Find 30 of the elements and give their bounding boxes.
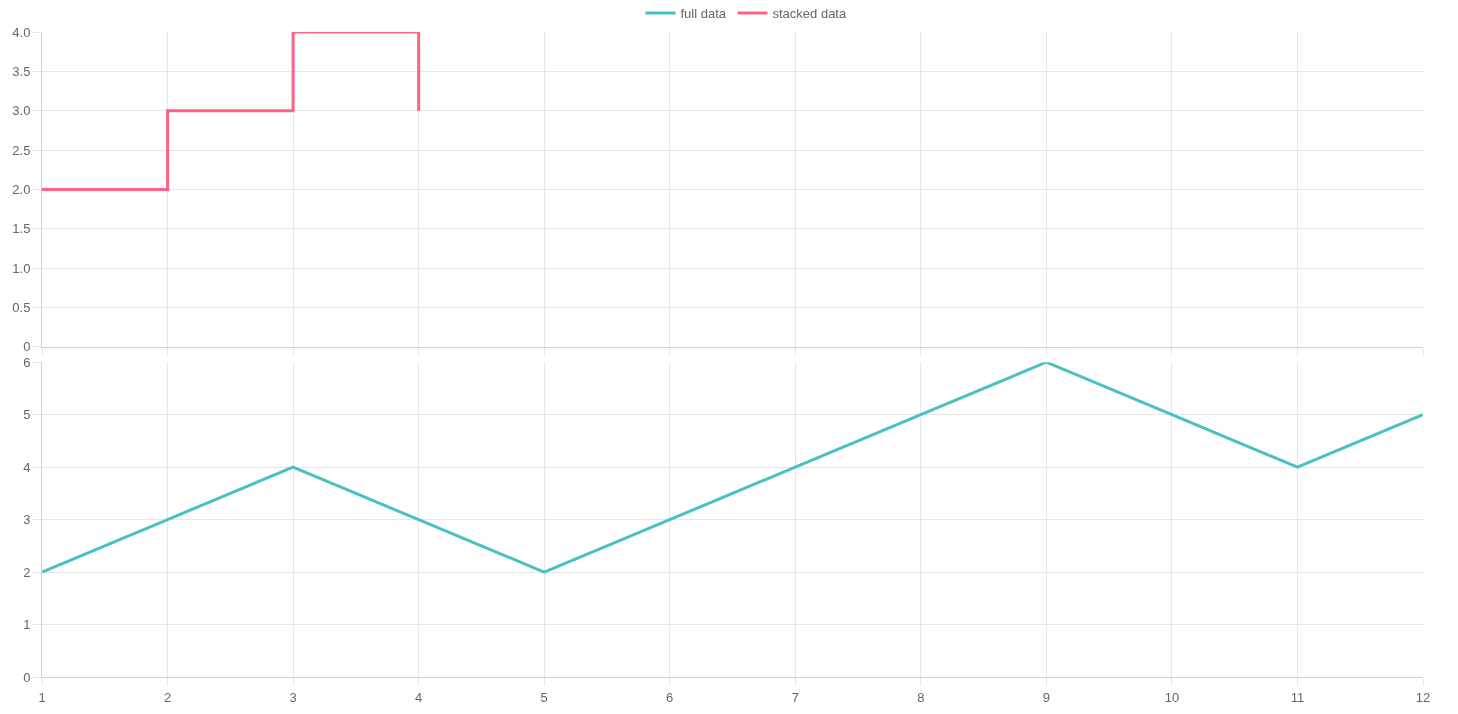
x-tick-label: 12 [1415,689,1431,705]
y-tick-label: 4.0 [12,24,31,40]
x-tick-label: 11 [1290,689,1305,705]
y-tick-label: 2 [23,564,31,580]
x-tick-label: 5 [540,689,548,705]
y-tick-label: 2.0 [12,181,31,197]
x-tick-label: 4 [415,689,423,705]
x-tick-label: 2 [163,689,172,705]
y-tick-label: 1 [23,617,31,633]
y-tick-label: 2.5 [12,142,31,158]
y-tick-label: 1.5 [12,221,31,237]
y-tick-label: 6 [23,354,31,370]
y-tick-label: 0.5 [12,299,31,315]
y-tick-label: 5 [23,407,31,423]
x-tick-label: 7 [791,689,799,705]
y-tick-label: 3.0 [12,103,31,119]
x-tick-label: 9 [1042,689,1050,705]
x-tick-label: 10 [1164,689,1180,705]
legend-label: full data [680,6,727,22]
y-tick-label: 0 [23,339,31,355]
x-tick-label: 6 [666,689,674,705]
y-tick-label: 0 [23,669,31,685]
x-tick-label: 3 [289,689,297,705]
y-tick-label: 4 [23,459,31,475]
legend-label: stacked data [772,6,847,22]
x-tick-label: 1 [38,689,46,705]
y-tick-label: 3.5 [12,63,31,79]
y-tick-label: 1.0 [12,260,31,276]
x-tick-label: 8 [917,689,925,705]
y-tick-label: 3 [23,512,31,528]
